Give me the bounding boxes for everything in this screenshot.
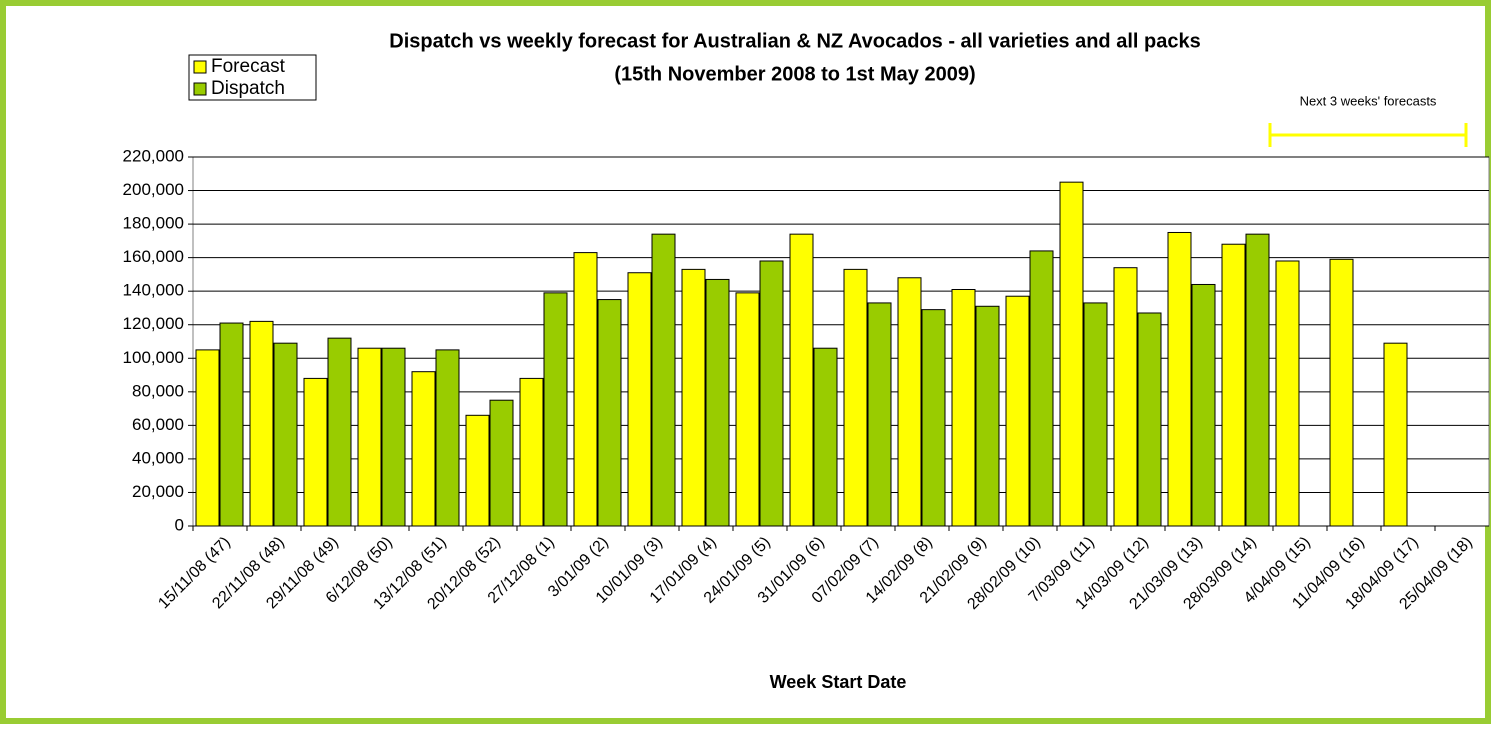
bar (273, 342, 298, 527)
bar (411, 371, 436, 527)
bar (1005, 295, 1030, 527)
bar (381, 347, 406, 527)
legend-label: Dispatch (211, 78, 285, 99)
y-tick-label: 60,000 (132, 415, 184, 434)
bar (897, 277, 922, 527)
bar (975, 305, 1000, 527)
bar (1059, 181, 1084, 527)
bar (519, 377, 544, 527)
bar (1083, 302, 1108, 527)
bar (843, 268, 868, 527)
bar (489, 399, 514, 527)
chart-subtitle: (15th November 2008 to 1st May 2009) (614, 63, 975, 85)
bar (735, 292, 760, 527)
annotation-bracket (1268, 123, 1468, 147)
bar (1221, 243, 1246, 527)
bar (813, 347, 838, 527)
bar (573, 252, 598, 527)
y-tick-label: 180,000 (123, 214, 184, 233)
x-axis-label: Week Start Date (770, 672, 907, 692)
y-tick-label: 120,000 (123, 314, 184, 333)
chart-title: Dispatch vs weekly forecast for Australi… (389, 30, 1200, 52)
bar (951, 289, 976, 527)
bar (1167, 231, 1192, 527)
bar (597, 299, 622, 527)
y-tick-label: 220,000 (123, 146, 184, 165)
legend-swatch (193, 60, 207, 74)
bar (1137, 312, 1162, 527)
annotation: Next 3 weeks' forecasts (1300, 93, 1437, 108)
bar (1329, 258, 1354, 527)
y-tick-label: 100,000 (123, 348, 184, 367)
y-tick-label: 140,000 (123, 281, 184, 300)
y-tick-label: 0 (175, 515, 184, 534)
bar (327, 337, 352, 527)
bar (303, 377, 328, 527)
y-tick-label: 20,000 (132, 482, 184, 501)
bar (249, 320, 274, 527)
bar (543, 292, 568, 527)
bar (195, 349, 220, 527)
bar (921, 309, 946, 527)
plot-area (192, 156, 1490, 527)
bar (1383, 342, 1408, 527)
bar (1191, 283, 1216, 527)
bar (789, 233, 814, 527)
bar (1245, 233, 1270, 527)
bar (867, 302, 892, 527)
bar (435, 349, 460, 527)
bar (651, 233, 676, 527)
legend-label: Forecast (211, 56, 286, 77)
bar (1275, 260, 1300, 527)
bar (627, 272, 652, 527)
y-tick-label: 40,000 (132, 448, 184, 467)
y-tick-label: 200,000 (123, 180, 184, 199)
bar (705, 278, 730, 527)
y-tick-label: 80,000 (132, 381, 184, 400)
bar (219, 322, 244, 527)
bar (465, 414, 490, 527)
bar (1113, 267, 1138, 527)
bar (759, 260, 784, 527)
bar (1029, 250, 1054, 527)
bar (681, 268, 706, 527)
legend-swatch (193, 82, 207, 96)
legend (188, 54, 317, 101)
y-tick-label: 160,000 (123, 247, 184, 266)
bar (357, 347, 382, 527)
